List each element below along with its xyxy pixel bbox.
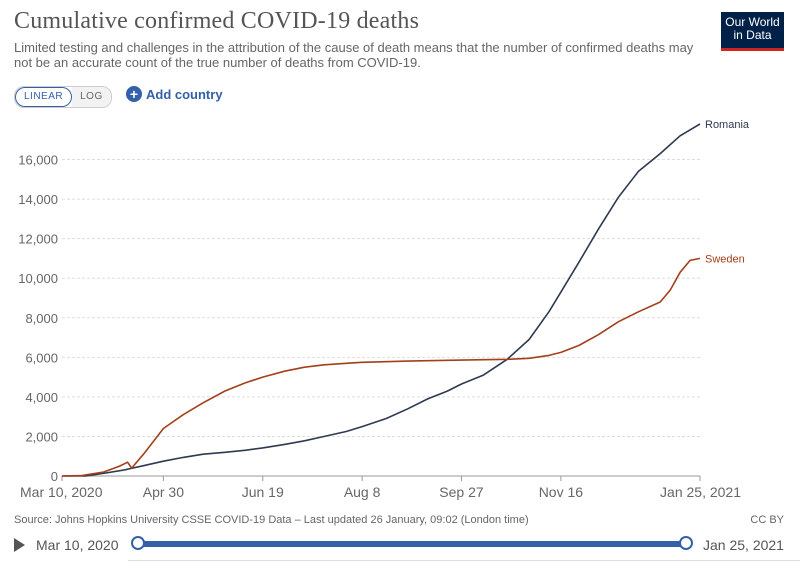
linear-scale-button[interactable]: LINEAR <box>15 87 73 107</box>
owid-logo[interactable]: Our World in Data <box>721 12 784 51</box>
license-link[interactable]: CC BY <box>750 514 784 526</box>
logo-line-1: Our World <box>725 15 780 29</box>
timeline-end-handle[interactable] <box>679 536 693 550</box>
y-tick-label: 2,000 <box>25 429 58 444</box>
play-icon[interactable] <box>14 538 25 552</box>
timeline-start-handle[interactable] <box>131 536 145 550</box>
x-tick-label: Apr 30 <box>143 484 184 500</box>
add-country-label: Add country <box>146 86 223 102</box>
sweden-series-line <box>61 257 701 477</box>
y-tick-label: 12,000 <box>18 232 58 247</box>
logo-line-2: in Data <box>733 28 772 42</box>
romania-series-line <box>61 123 701 477</box>
y-tick-label: 6,000 <box>25 350 58 365</box>
y-tick-label: 14,000 <box>18 192 58 207</box>
timeline-start-label: Mar 10, 2020 <box>36 537 119 553</box>
log-scale-button[interactable]: LOG <box>72 87 111 107</box>
scale-toggle: LINEAR LOG <box>14 86 112 108</box>
timeline-track[interactable] <box>138 541 686 547</box>
timeline-end-label: Jan 25, 2021 <box>703 537 784 553</box>
x-tick-label: Nov 16 <box>539 484 584 500</box>
y-tick-label: 4,000 <box>25 390 58 405</box>
x-tick-label: Sep 27 <box>439 484 484 500</box>
x-tick-label: Aug 8 <box>344 484 381 500</box>
chart-subtitle: Limited testing and challenges in the at… <box>14 40 694 70</box>
x-tick-label: Jan 25, 2021 <box>660 484 741 500</box>
sweden-series-label: Sweden <box>705 253 745 265</box>
y-tick-label: 10,000 <box>18 271 58 286</box>
tab-bar-edge <box>128 560 800 569</box>
chart-title: Cumulative confirmed COVID-19 deaths <box>14 8 420 34</box>
plus-circle-icon: + <box>126 86 142 102</box>
y-tick-label: 0 <box>51 469 58 484</box>
logo-accent-bar <box>721 48 784 51</box>
y-tick-label: 16,000 <box>18 153 58 168</box>
x-tick-label: Mar 10, 2020 <box>20 484 103 500</box>
source-note: Source: Johns Hopkins University CSSE CO… <box>14 514 529 526</box>
add-country-button[interactable]: + Add country <box>126 86 223 102</box>
x-tick-label: Jun 19 <box>242 484 284 500</box>
romania-series-label: Romania <box>705 119 750 131</box>
line-chart: 0 2,000 4,000 6,000 8,000 10,000 12,000 14,000 1… <box>18 119 750 500</box>
y-tick-label: 8,000 <box>25 311 58 326</box>
